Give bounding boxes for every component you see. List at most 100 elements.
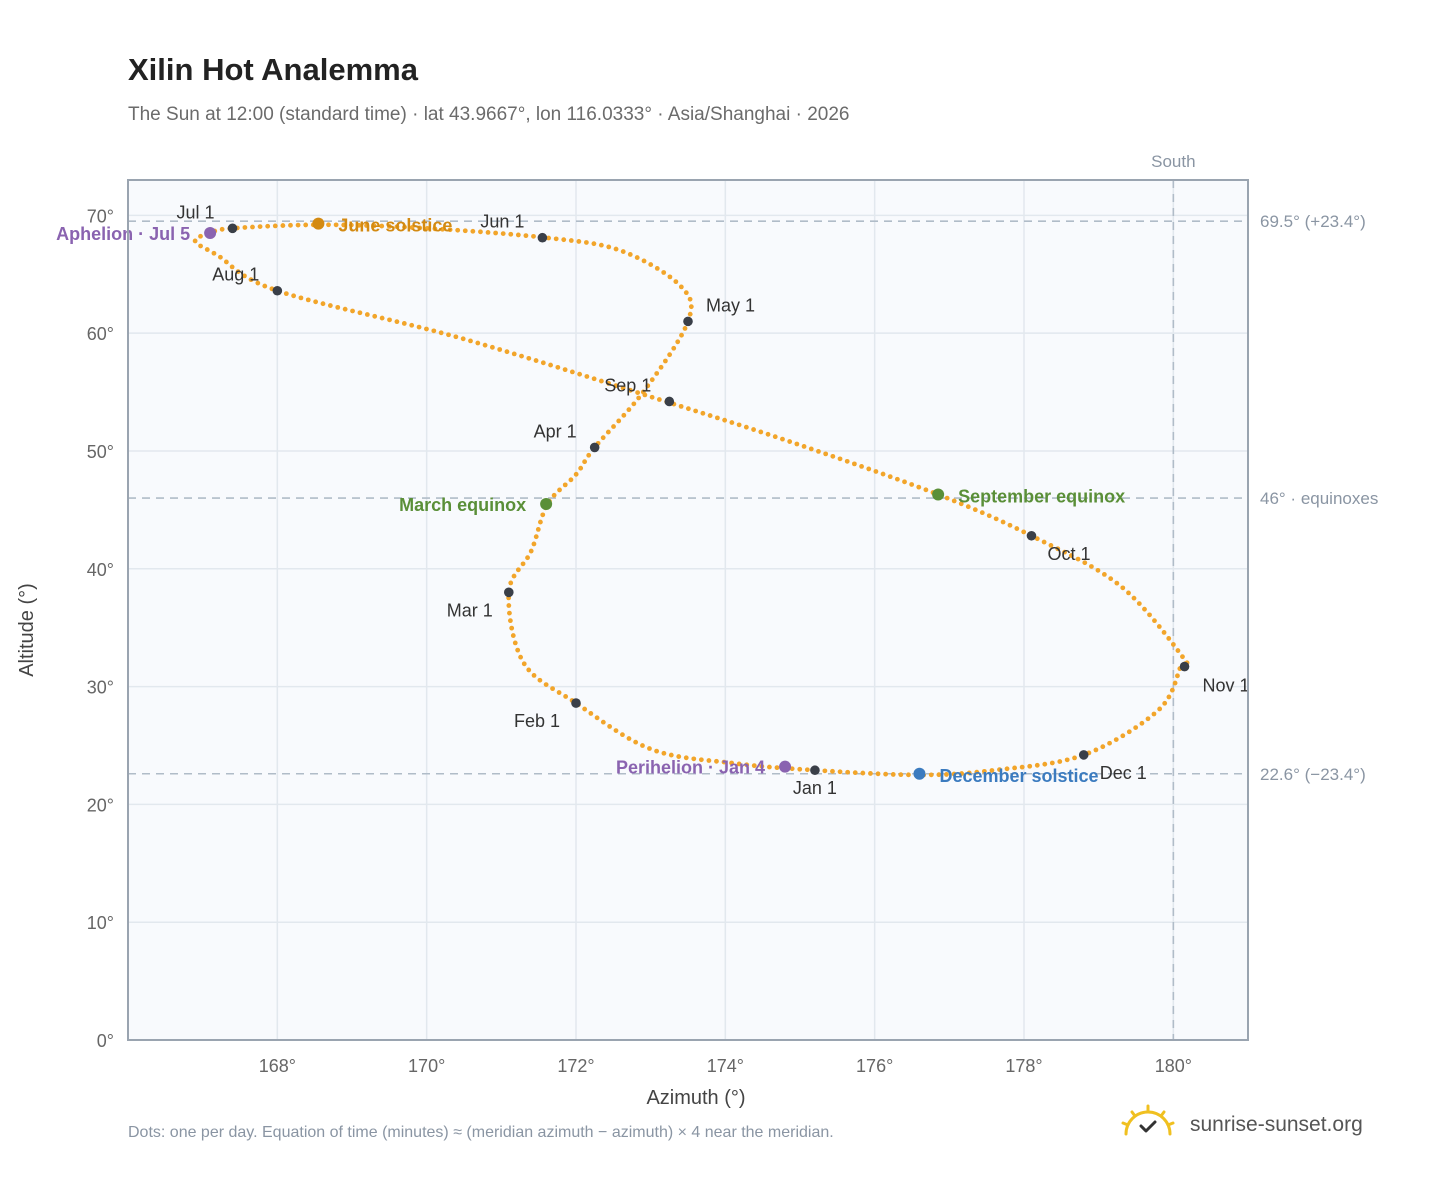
brand[interactable]: sunrise-sunset.org [1120,1104,1420,1148]
daily-sun-dot [620,732,625,738]
daily-sun-dot [729,420,735,425]
daily-sun-dot [883,771,889,777]
daily-sun-dot [972,507,978,513]
daily-sun-dot [1049,760,1055,766]
daily-sun-dot [851,461,857,467]
plot-frame [127,179,1249,1041]
daily-sun-dot [1000,519,1006,525]
event-label: Aphelion · Jul 5 [56,224,190,244]
event-label: Perihelion · Jan 4 [616,758,765,778]
daily-sun-dot [645,383,651,389]
event-marker [932,488,945,501]
event-marker [204,227,217,240]
daily-sun-dot [582,706,588,712]
daily-sun-dot [515,567,521,573]
daily-sun-dot [837,456,843,462]
daily-sun-dot [218,254,223,260]
daily-sun-dot [1064,757,1070,763]
daily-sun-dot [647,746,652,751]
month-marker-label: May 1 [706,295,755,315]
daily-sun-dot [678,403,684,409]
daily-sun-dot [515,647,521,653]
daily-sun-dot [787,439,793,444]
daily-sun-dot [873,469,879,474]
daily-sun-dot [556,690,562,695]
daily-sun-dot [682,326,688,331]
daily-sun-dot [485,230,491,235]
daily-sun-dot [493,230,499,236]
daily-sun-dot [424,225,430,231]
daily-sun-dot [676,754,682,759]
daily-sun-dot [364,223,369,228]
month-marker-label: Feb 1 [514,711,560,731]
daily-sun-dot [507,618,513,624]
y-tick-label: 40° [87,560,114,580]
daily-sun-dot [845,769,851,775]
daily-sun-dot [460,336,466,342]
month-marker-label: Jan 1 [793,778,837,798]
daily-sun-dot [714,758,719,764]
daily-sun-dot [1014,526,1020,531]
daily-sun-dot [1169,687,1175,693]
daily-sun-dot [600,435,606,441]
daily-sun-dot [887,474,893,480]
daily-sun-dot [512,640,518,646]
daily-sun-dot [691,756,697,762]
daily-sun-dot [257,224,263,230]
sun-check-icon [1121,1104,1175,1136]
daily-sun-dot [576,239,582,244]
event-label: September equinox [958,487,1125,507]
daily-sun-dot [736,761,742,767]
daily-sun-dot [654,371,660,376]
daily-sun-dot [1175,673,1180,679]
daily-sun-dot [959,771,965,776]
daily-sun-dot [1100,744,1106,750]
daily-sun-dot [438,330,444,336]
daily-sun-dot [1019,764,1025,770]
daily-sun-dot [223,259,229,265]
daily-sun-dot [974,769,980,775]
daily-sun-dot [468,338,473,344]
month-marker-label: Sep 1 [604,375,651,395]
daily-sun-dot [661,270,667,275]
daily-sun-dot [313,299,319,305]
daily-sun-dot [386,223,392,229]
daily-sun-dot [621,412,627,418]
daily-sun-dot [822,768,828,774]
daily-sun-dot [744,762,750,768]
daily-sun-dot [607,724,613,729]
daily-sun-dot [1145,716,1151,722]
daily-sun-dot [801,444,807,449]
daily-sun-dot [1161,630,1167,635]
daily-sun-dot [823,451,829,457]
daily-sun-dot [482,342,488,348]
daily-sun-dot [555,364,561,370]
daily-sun-dot [606,380,612,386]
event-marker [913,767,926,780]
daily-sun-dot [379,223,385,229]
daily-sun-dot [981,768,987,774]
daily-sun-dot [923,487,929,493]
daily-sun-dot [1114,580,1120,586]
month-marker-label: Nov 1 [1203,676,1250,696]
month-marker [1026,530,1037,541]
daily-sun-dot [751,427,756,432]
daily-sun-dot [582,459,588,465]
daily-sun-dot [890,772,896,777]
daily-sun-dot [387,317,392,323]
daily-sun-dot [1093,747,1099,753]
daily-sun-dot [758,429,764,435]
daily-sun-dot [794,441,800,447]
daily-sun-dot [1139,720,1145,726]
y-tick-label: 30° [87,678,114,698]
month-marker-label: Mar 1 [447,600,493,620]
daily-sun-dot [409,322,415,328]
daily-sun-dot [446,332,451,338]
daily-sun-dot [944,772,949,777]
daily-sun-dot [606,244,612,250]
y-tick-label: 60° [87,324,114,344]
daily-sun-dot [586,452,592,458]
daily-sun-dot [453,334,459,340]
daily-sun-dot [198,233,203,239]
daily-sun-dot [772,434,778,440]
